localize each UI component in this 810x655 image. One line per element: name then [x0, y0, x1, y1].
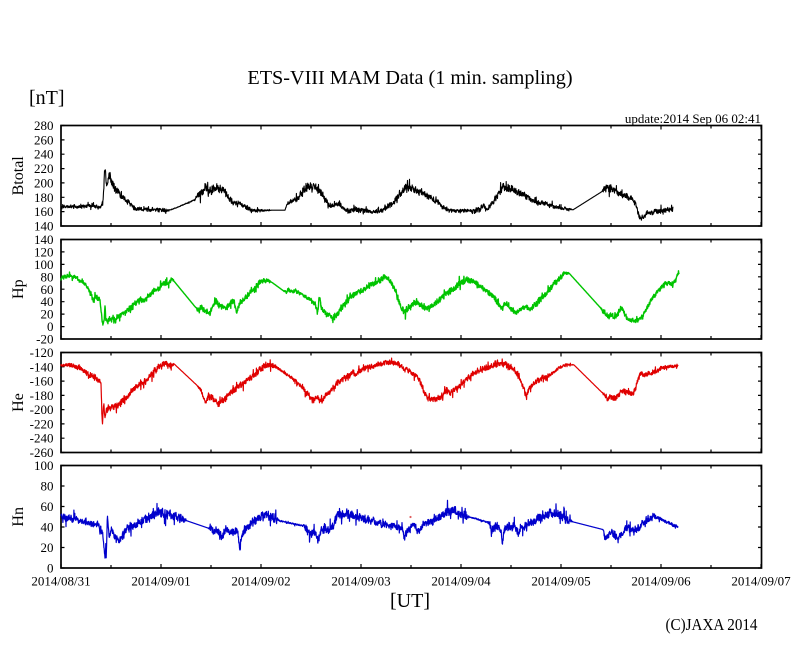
svg-text:ETS-VIII MAM Data (1 min. samp: ETS-VIII MAM Data (1 min. sampling): [247, 67, 572, 89]
svg-text:Hn: Hn: [10, 507, 27, 527]
svg-text:260: 260: [34, 132, 54, 147]
svg-text:Btotal: Btotal: [10, 156, 27, 196]
svg-text:[UT]: [UT]: [390, 590, 430, 612]
svg-text:2014/09/01: 2014/09/01: [131, 574, 190, 589]
svg-text:120: 120: [34, 244, 54, 259]
svg-text:140: 140: [34, 232, 54, 247]
svg-text:-260: -260: [30, 445, 54, 460]
svg-text:60: 60: [41, 499, 54, 514]
svg-text:2014/09/03: 2014/09/03: [331, 574, 390, 589]
svg-text:200: 200: [34, 175, 54, 190]
svg-text:-140: -140: [30, 359, 54, 374]
svg-text:-160: -160: [30, 374, 54, 389]
svg-text:0: 0: [47, 561, 54, 576]
svg-text:20: 20: [41, 540, 54, 555]
svg-text:-20: -20: [36, 332, 53, 347]
svg-text:update:2014 Sep 06 02:41: update:2014 Sep 06 02:41: [625, 111, 761, 126]
svg-text:160: 160: [34, 204, 54, 219]
svg-text:-120: -120: [30, 345, 54, 360]
svg-text:2014/09/04: 2014/09/04: [431, 574, 491, 589]
svg-text:2014/09/05: 2014/09/05: [531, 574, 590, 589]
svg-text:-200: -200: [30, 402, 54, 417]
svg-text:-180: -180: [30, 388, 54, 403]
svg-text:40: 40: [41, 294, 54, 309]
svg-text:0: 0: [47, 319, 54, 334]
svg-text:280: 280: [34, 118, 54, 133]
svg-text:100: 100: [34, 257, 54, 272]
svg-text:2014/09/02: 2014/09/02: [231, 574, 290, 589]
svg-text:Hp: Hp: [10, 279, 27, 299]
svg-text:60: 60: [41, 282, 54, 297]
svg-text:80: 80: [41, 479, 54, 494]
svg-text:(C)JAXA 2014: (C)JAXA 2014: [666, 615, 758, 634]
svg-text:He: He: [10, 393, 27, 412]
svg-text:-240: -240: [30, 431, 54, 446]
svg-text:2014/09/06: 2014/09/06: [631, 574, 691, 589]
svg-text:[nT]: [nT]: [29, 87, 65, 109]
svg-text:140: 140: [34, 219, 54, 234]
svg-text:2014/09/07: 2014/09/07: [731, 574, 791, 589]
svg-text:240: 240: [34, 147, 54, 162]
svg-text:2014/08/31: 2014/08/31: [31, 574, 90, 589]
svg-text:180: 180: [34, 190, 54, 205]
svg-text:40: 40: [41, 520, 54, 535]
svg-text:80: 80: [41, 269, 54, 284]
svg-text:20: 20: [41, 307, 54, 322]
svg-text:-220: -220: [30, 416, 54, 431]
svg-text:100: 100: [34, 458, 54, 473]
svg-text:220: 220: [34, 161, 54, 176]
